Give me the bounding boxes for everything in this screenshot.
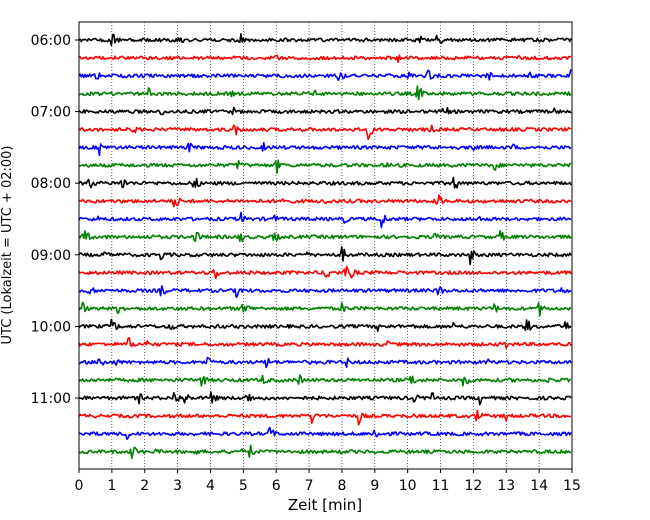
seismic-trace — [78, 159, 571, 174]
seismic-trace — [78, 391, 572, 406]
x-tick-label: 3 — [173, 478, 182, 494]
seismic-trace — [78, 85, 572, 101]
seismic-trace — [78, 194, 572, 208]
seismic-trace — [78, 356, 572, 369]
x-tick-label: 1 — [107, 478, 116, 494]
x-tick-label: 5 — [239, 478, 248, 494]
x-tick-label: 7 — [305, 478, 314, 494]
seismic-trace — [78, 211, 572, 229]
seismic-trace — [78, 285, 572, 298]
y-tick-label: 06:00 — [31, 33, 71, 49]
plot-frame — [78, 21, 573, 470]
x-axis-title: Zeit [min] — [288, 496, 362, 514]
seismic-trace — [78, 409, 572, 426]
seismic-trace — [78, 444, 572, 460]
x-tick-label: 12 — [464, 478, 482, 494]
seismic-trace — [78, 69, 572, 82]
x-tick-label: 4 — [206, 478, 215, 494]
x-tick-label: 13 — [497, 478, 515, 494]
vertical-grid — [111, 22, 540, 469]
seismic-trace — [78, 337, 572, 350]
seismic-trace — [78, 176, 572, 189]
x-tick-label: 2 — [140, 478, 149, 494]
y-tick-label: 07:00 — [31, 105, 71, 121]
seismic-trace — [78, 301, 572, 317]
seismic-trace — [78, 106, 572, 116]
y-tick-label: 11:00 — [31, 391, 71, 407]
x-tick-label: 11 — [432, 478, 450, 494]
x-tick-label: 8 — [337, 478, 346, 494]
x-tick-label: 9 — [370, 478, 379, 494]
seismic-trace — [78, 265, 572, 280]
seismic-trace — [78, 142, 572, 157]
seismic-trace — [78, 318, 572, 332]
seismic-trace — [78, 124, 572, 141]
y-tick-label: 10:00 — [31, 319, 71, 335]
x-tick-label: 10 — [399, 478, 417, 494]
seismic-trace — [78, 33, 572, 47]
seismic-trace — [78, 229, 572, 243]
y-tick-label: 09:00 — [31, 248, 71, 264]
x-tick-label: 15 — [563, 478, 581, 494]
x-tick-label: 0 — [75, 478, 84, 494]
seismic-trace — [78, 54, 572, 64]
x-tick-label: 6 — [272, 478, 281, 494]
y-axis-title: UTC (Lokalzeit = UTC + 02:00) — [0, 146, 15, 345]
seismic-trace — [78, 246, 572, 266]
x-axis: 0 1 2 3 4 5 6 7 8 9 10 11 12 13 14 15 — [75, 469, 581, 494]
x-tick-label: 14 — [530, 478, 548, 494]
seismic-trace — [78, 426, 572, 441]
traces — [78, 33, 572, 460]
seismic-trace — [78, 374, 572, 387]
y-tick-label: 08:00 — [31, 176, 71, 192]
y-axis: 06:00 07:00 08:00 09:00 10:00 11:00 — [31, 33, 79, 407]
